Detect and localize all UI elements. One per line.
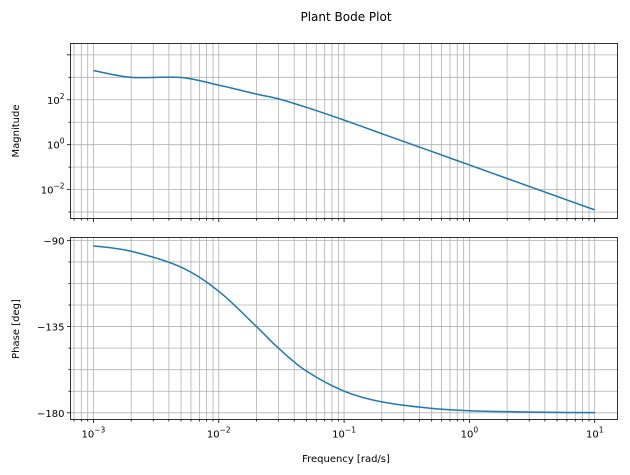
phase-xtick-label: 10−3 <box>82 426 106 441</box>
phase-xlabel: Frequency [rad/s] <box>302 454 390 465</box>
phase-ytick-label: −90 <box>43 236 64 247</box>
magnitude-ytick-label: 102 <box>47 92 65 107</box>
magnitude-line <box>93 69 595 211</box>
phase-xtick-label: 10−1 <box>332 426 356 441</box>
magnitude-panel: 102 100 10−2 Magnitude <box>11 43 618 222</box>
phase-ylabel: Phase [deg] <box>11 299 22 359</box>
figure-title: Plant Bode Plot <box>300 10 391 24</box>
phase-xtick-label: 100 <box>461 426 479 441</box>
phase-series <box>93 245 595 414</box>
magnitude-ytick-label: 10−2 <box>41 182 65 197</box>
phase-ytick-label: −135 <box>37 323 64 334</box>
phase-axes-frame <box>70 237 618 420</box>
phase-grid <box>70 237 618 420</box>
magnitude-series <box>93 69 595 211</box>
phase-xtick-label: 101 <box>586 426 604 441</box>
magnitude-grid <box>70 43 618 219</box>
phase-panel: −90 −135 −180 10−3 10−2 10−1 100 101 Phase [deg… <box>11 236 618 465</box>
magnitude-ytick-label: 100 <box>47 137 65 152</box>
phase-line <box>93 245 595 414</box>
phase-xtick-label: 10−2 <box>207 426 231 441</box>
phase-ytick-label: −180 <box>37 409 64 420</box>
magnitude-axes-frame <box>70 43 618 219</box>
magnitude-ylabel: Magnitude <box>11 105 22 158</box>
